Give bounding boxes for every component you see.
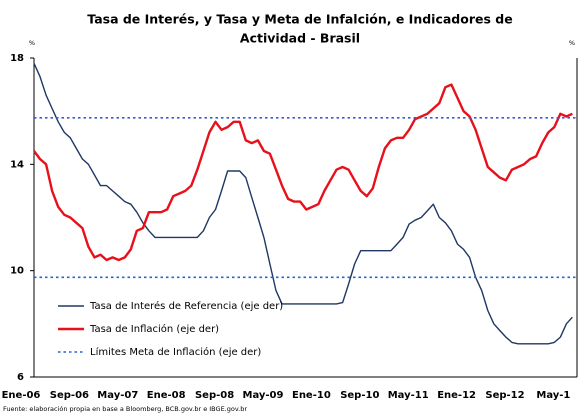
y-tick-label: 10 xyxy=(10,266,24,277)
x-tick-label: May-1 xyxy=(536,390,570,401)
x-tick-label: Sep-12 xyxy=(485,390,524,401)
series-line xyxy=(33,83,573,262)
chart-title-line: Tasa de Interés, y Tasa y Meta de Infalc… xyxy=(87,12,512,27)
x-tick-label: Ene-12 xyxy=(437,390,476,401)
series-line xyxy=(33,63,573,345)
y-unit-right: % xyxy=(569,39,575,47)
x-tick-label: May-11 xyxy=(388,390,429,401)
legend-label: Tasa de Interés de Referencia (eje der) xyxy=(89,300,283,312)
x-tick-label: Ene-06 xyxy=(2,390,41,401)
x-tick-label: Ene-08 xyxy=(147,390,186,401)
x-tick-label: May-09 xyxy=(243,390,284,401)
x-tick-label: Sep-06 xyxy=(50,390,89,401)
x-tick-label: Ene-10 xyxy=(292,390,331,401)
y-tick-label: 14 xyxy=(10,159,24,170)
y-unit-left: % xyxy=(29,39,35,47)
x-tick-label: Sep-10 xyxy=(340,390,379,401)
y-tick-label: 6 xyxy=(17,372,24,383)
legend-label: Límites Meta de Inflación (eje der) xyxy=(90,346,261,358)
x-tick-label: Sep-08 xyxy=(195,390,234,401)
legend-label: Tasa de Inflación (eje der) xyxy=(89,323,219,335)
chart-title-line: Actividad - Brasil xyxy=(240,31,360,46)
source-note: Fuente: elaboración propia en base a Blo… xyxy=(3,405,247,413)
y-tick-label: 18 xyxy=(10,53,24,64)
x-tick-label: May-07 xyxy=(97,390,138,401)
